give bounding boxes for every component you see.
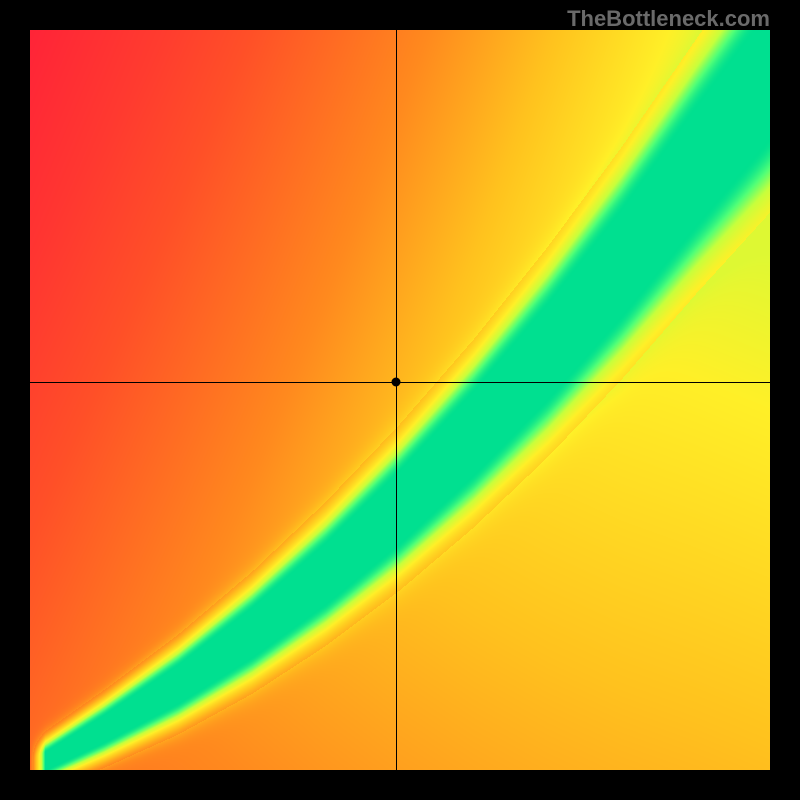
watermark-text: TheBottleneck.com: [567, 6, 770, 32]
crosshair-vertical: [396, 30, 397, 770]
heatmap-plot: [30, 30, 770, 770]
crosshair-marker: [392, 377, 401, 386]
heatmap-canvas: [30, 30, 770, 770]
